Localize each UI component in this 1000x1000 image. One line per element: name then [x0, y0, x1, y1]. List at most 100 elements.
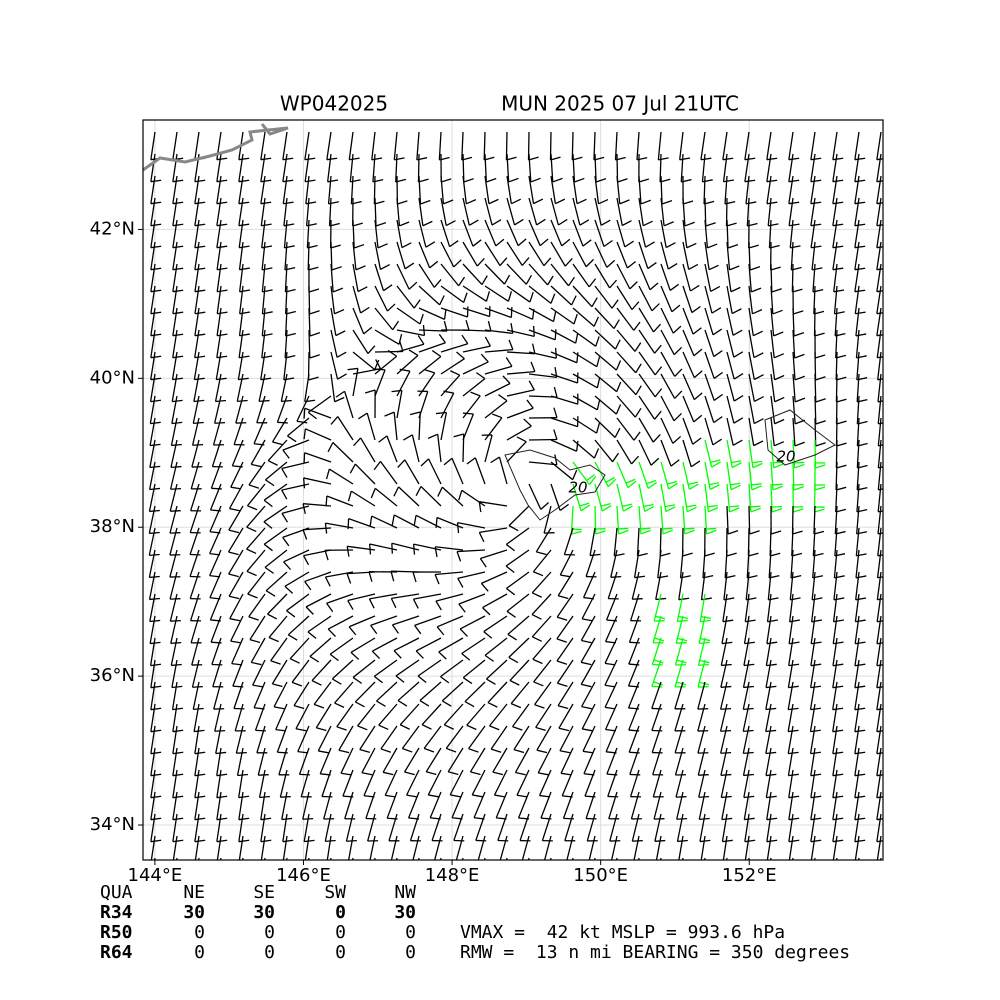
barb-tick [556, 638, 567, 643]
barb-tick [482, 607, 491, 616]
barb-staff [192, 681, 200, 710]
barb-staff [232, 659, 244, 687]
barb-staff [326, 131, 332, 160]
barb-staff [550, 329, 577, 344]
barb-tick [593, 316, 600, 327]
barb-tick [833, 619, 844, 623]
barb-staff [876, 153, 882, 182]
barb-staff [792, 857, 794, 860]
barb-tick [194, 355, 206, 359]
barb-staff [397, 681, 420, 702]
barb-staff [876, 549, 882, 578]
barb-tick [390, 598, 397, 609]
barb-tick [751, 287, 762, 293]
barb-staff [440, 241, 455, 268]
barb-tick [402, 747, 413, 753]
barb-tick [788, 663, 800, 667]
barb-staff [374, 285, 389, 312]
barb-tick [150, 377, 162, 381]
barb-staff [704, 857, 706, 860]
barb-tick [832, 795, 844, 799]
barb-staff [374, 197, 377, 227]
barb-tick [194, 245, 206, 249]
barb-staff [582, 725, 596, 752]
barb-tick [239, 862, 249, 863]
barb-staff [700, 571, 706, 600]
barb-tick [194, 839, 206, 843]
barb-tick [582, 728, 593, 732]
barb-tick [576, 352, 579, 363]
barb-tick [463, 292, 468, 303]
barb-staff [191, 637, 200, 666]
barb-staff [704, 219, 709, 248]
barb-tick [415, 486, 422, 496]
barb-staff [283, 549, 310, 563]
barb-staff [462, 241, 478, 267]
barb-tick [552, 311, 557, 322]
barb-staff [537, 747, 552, 774]
barb-tick [545, 885, 555, 886]
barb-tick [149, 619, 161, 623]
barb-staff [253, 417, 266, 445]
barb-staff [172, 813, 178, 842]
barb-tick [526, 399, 534, 409]
barb-tick [876, 268, 883, 271]
barb-staff [506, 197, 516, 226]
barb-tick [508, 177, 519, 183]
barb-staff [283, 197, 288, 226]
barb-tick [506, 610, 516, 618]
barb-staff [484, 241, 501, 266]
barb-tick [272, 441, 283, 446]
barb-staff [543, 505, 552, 534]
barb-staff [493, 769, 508, 796]
barb-staff [697, 725, 706, 754]
barb-staff [854, 747, 860, 776]
barb-tick [363, 326, 373, 335]
barb-staff [213, 395, 222, 424]
barb-staff [660, 197, 665, 226]
barb-staff [660, 219, 667, 248]
barb-staff [216, 263, 222, 292]
barb-tick [727, 243, 739, 249]
barb-staff [792, 329, 796, 358]
barb-tick [439, 295, 445, 306]
barb-tick [217, 311, 228, 315]
barb-staff [744, 153, 750, 182]
barb-tick [332, 678, 342, 685]
barb-tick [605, 476, 616, 483]
barb-staff [811, 571, 816, 600]
barb-staff [680, 153, 684, 182]
barb-staff [609, 813, 618, 842]
barb-staff [440, 343, 468, 353]
barb-staff [813, 285, 816, 315]
barb-tick [228, 529, 240, 534]
barb-staff [682, 219, 688, 248]
barb-tick [701, 884, 711, 885]
barb-staff [748, 395, 755, 424]
barb-staff [440, 392, 455, 419]
barb-staff [149, 417, 156, 446]
barb-staff [354, 681, 376, 703]
barb-staff [273, 681, 288, 708]
barb-staff [352, 219, 355, 249]
barb-tick [150, 729, 162, 733]
barb-staff [724, 175, 728, 204]
barb-tick [470, 771, 481, 776]
barb-tick [854, 707, 866, 711]
barb-tick [581, 639, 592, 644]
wind-barbs [148, 131, 883, 886]
barb-staff [788, 791, 794, 820]
barb-tick [412, 598, 419, 609]
barb-tick [364, 389, 376, 394]
barb-tick [216, 839, 228, 843]
barb-tick [854, 179, 866, 183]
barb-staff [855, 549, 860, 578]
barb-tick [194, 751, 206, 755]
barb-staff [490, 725, 508, 750]
barb-staff [813, 505, 816, 535]
barb-tick [263, 521, 273, 529]
barb-tick [574, 177, 585, 183]
barb-tick [815, 420, 826, 425]
barb-tick [238, 223, 250, 227]
barb-staff [742, 747, 750, 776]
